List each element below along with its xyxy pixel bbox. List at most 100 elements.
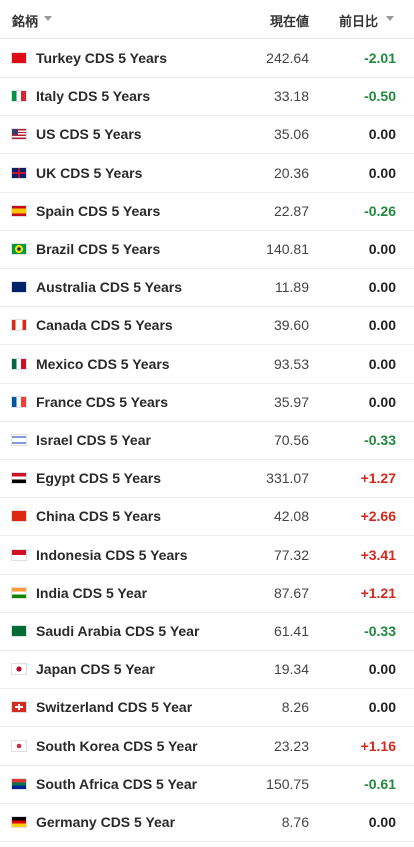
flag-icon (12, 511, 26, 522)
flag-icon (12, 587, 26, 598)
table-row[interactable]: Brazil CDS 5 Years 140.81 0.00 (0, 230, 414, 269)
table-row[interactable]: Japan CDS 5 Year 19.34 0.00 (0, 650, 414, 690)
instrument-name: Brazil CDS 5 Years (36, 241, 161, 257)
price: 8.76 (281, 814, 309, 830)
instrument-name: Germany CDS 5 Year (36, 814, 176, 830)
instrument-name: Australia CDS 5 Years (36, 279, 183, 296)
table-row[interactable]: Germany CDS 5 Year 8.76 0.00 (0, 803, 414, 842)
instrument-name: France CDS 5 Years (36, 393, 169, 410)
instrument-name: Turkey CDS 5 Years (36, 50, 168, 66)
change: -2.01 (364, 50, 396, 66)
instrument-name: China CDS 5 Years (36, 508, 162, 525)
flag-icon (12, 282, 26, 293)
table-row[interactable]: South Africa CDS 5 Year 150.75 -0.61 (0, 765, 414, 804)
flag-icon (12, 778, 26, 789)
change: 0.00 (368, 699, 396, 716)
table-row[interactable]: Australia CDS 5 Years 11.89 0.00 (0, 268, 414, 308)
change: -0.33 (364, 623, 396, 639)
flag-icon (12, 53, 26, 63)
flag-icon (12, 664, 26, 675)
flag-icon (12, 91, 26, 102)
price: 11.89 (275, 279, 309, 296)
table-row[interactable]: Mexico CDS 5 Years 93.53 0.00 (0, 345, 414, 384)
table-row[interactable]: UK CDS 5 Years 20.36 0.00 (0, 154, 414, 193)
table-row[interactable]: Indonesia CDS 5 Years 77.32 +3.41 (0, 536, 414, 575)
table-row[interactable]: China CDS 5 Years 42.08 +2.66 (0, 497, 414, 537)
price: 20.36 (273, 164, 309, 181)
change: -0.26 (364, 202, 396, 219)
change: 0.00 (368, 126, 396, 143)
price: 93.53 (273, 355, 309, 372)
price: 150.75 (266, 775, 309, 792)
flag-icon (12, 129, 26, 140)
change: -0.50 (364, 88, 396, 105)
instrument-name: India CDS 5 Year (36, 584, 148, 601)
change: +2.66 (360, 508, 396, 525)
sort-icon[interactable] (44, 16, 52, 21)
instrument-name: Saudi Arabia CDS 5 Year (36, 623, 200, 639)
header-change[interactable]: 前日比 (338, 14, 378, 29)
header-name[interactable]: 銘柄 (12, 14, 39, 29)
table-row[interactable]: Canada CDS 5 Years 39.60 0.00 (0, 306, 414, 346)
price: 22.87 (273, 202, 309, 219)
change: 0.00 (368, 241, 396, 257)
flag-icon (12, 817, 26, 827)
change: 0.00 (368, 355, 396, 372)
flag-icon (12, 205, 26, 216)
flag-icon (12, 358, 26, 369)
price: 19.34 (273, 661, 309, 678)
change: +1.27 (360, 470, 396, 487)
header-price[interactable]: 現在値 (269, 14, 309, 29)
flag-icon (12, 702, 26, 713)
flag-icon (12, 626, 26, 636)
table-row[interactable]: India CDS 5 Year 87.67 +1.21 (0, 574, 414, 613)
price: 242.64 (266, 50, 309, 66)
instrument-name: Canada CDS 5 Years (36, 317, 173, 334)
instrument-name: Switzerland CDS 5 Year (36, 699, 193, 716)
price: 35.97 (273, 393, 309, 410)
change: 0.00 (368, 661, 396, 678)
flag-icon (12, 320, 26, 331)
table-row[interactable]: South Korea CDS 5 Year 23.23 +1.16 (0, 727, 414, 766)
sort-icon[interactable] (386, 16, 394, 21)
price: 8.26 (281, 699, 309, 716)
flag-icon (12, 244, 26, 254)
table-row[interactable]: Saudi Arabia CDS 5 Year 61.41 -0.33 (0, 612, 414, 651)
change: +1.16 (360, 737, 396, 754)
price: 331.07 (266, 470, 309, 487)
table-row[interactable]: Israel CDS 5 Year 70.56 -0.33 (0, 421, 414, 460)
instrument-name: UK CDS 5 Years (36, 164, 143, 181)
price: 61.41 (273, 623, 309, 639)
change: +1.21 (360, 584, 396, 601)
table-row[interactable]: Switzerland CDS 5 Year 8.26 0.00 (0, 688, 414, 728)
flag-icon (12, 167, 26, 178)
change: -0.61 (364, 775, 396, 792)
flag-icon (12, 435, 26, 445)
price: 23.23 (273, 737, 309, 754)
table-row[interactable]: France CDS 5 Years 35.97 0.00 (0, 383, 414, 422)
price: 33.18 (273, 88, 309, 105)
table-row[interactable]: Spain CDS 5 Years 22.87 -0.26 (0, 192, 414, 231)
instrument-name: US CDS 5 Years (36, 126, 142, 143)
change: 0.00 (368, 279, 396, 296)
instrument-name: Italy CDS 5 Years (36, 88, 151, 105)
table-header: 銘柄 現在値 前日比 (0, 0, 414, 39)
table-row[interactable]: US CDS 5 Years 35.06 0.00 (0, 115, 414, 155)
change: 0.00 (368, 164, 396, 181)
instrument-name: Japan CDS 5 Year (36, 661, 155, 678)
flag-icon (12, 473, 26, 484)
table-row[interactable]: Egypt CDS 5 Years 331.07 +1.27 (0, 459, 414, 499)
change: -0.33 (364, 432, 396, 448)
price: 35.06 (273, 126, 309, 143)
instrument-name: Mexico CDS 5 Years (36, 355, 170, 372)
table-row[interactable]: Italy CDS 5 Years 33.18 -0.50 (0, 77, 414, 117)
instrument-name: South Africa CDS 5 Year (36, 775, 198, 792)
change: 0.00 (368, 814, 396, 830)
price: 70.56 (273, 432, 309, 448)
flag-icon (12, 396, 26, 407)
change: +3.41 (360, 546, 396, 563)
table-row[interactable]: Turkey CDS 5 Years 242.64 -2.01 (0, 39, 414, 78)
instrument-name: Israel CDS 5 Year (36, 432, 151, 448)
instrument-name: South Korea CDS 5 Year (36, 737, 198, 754)
